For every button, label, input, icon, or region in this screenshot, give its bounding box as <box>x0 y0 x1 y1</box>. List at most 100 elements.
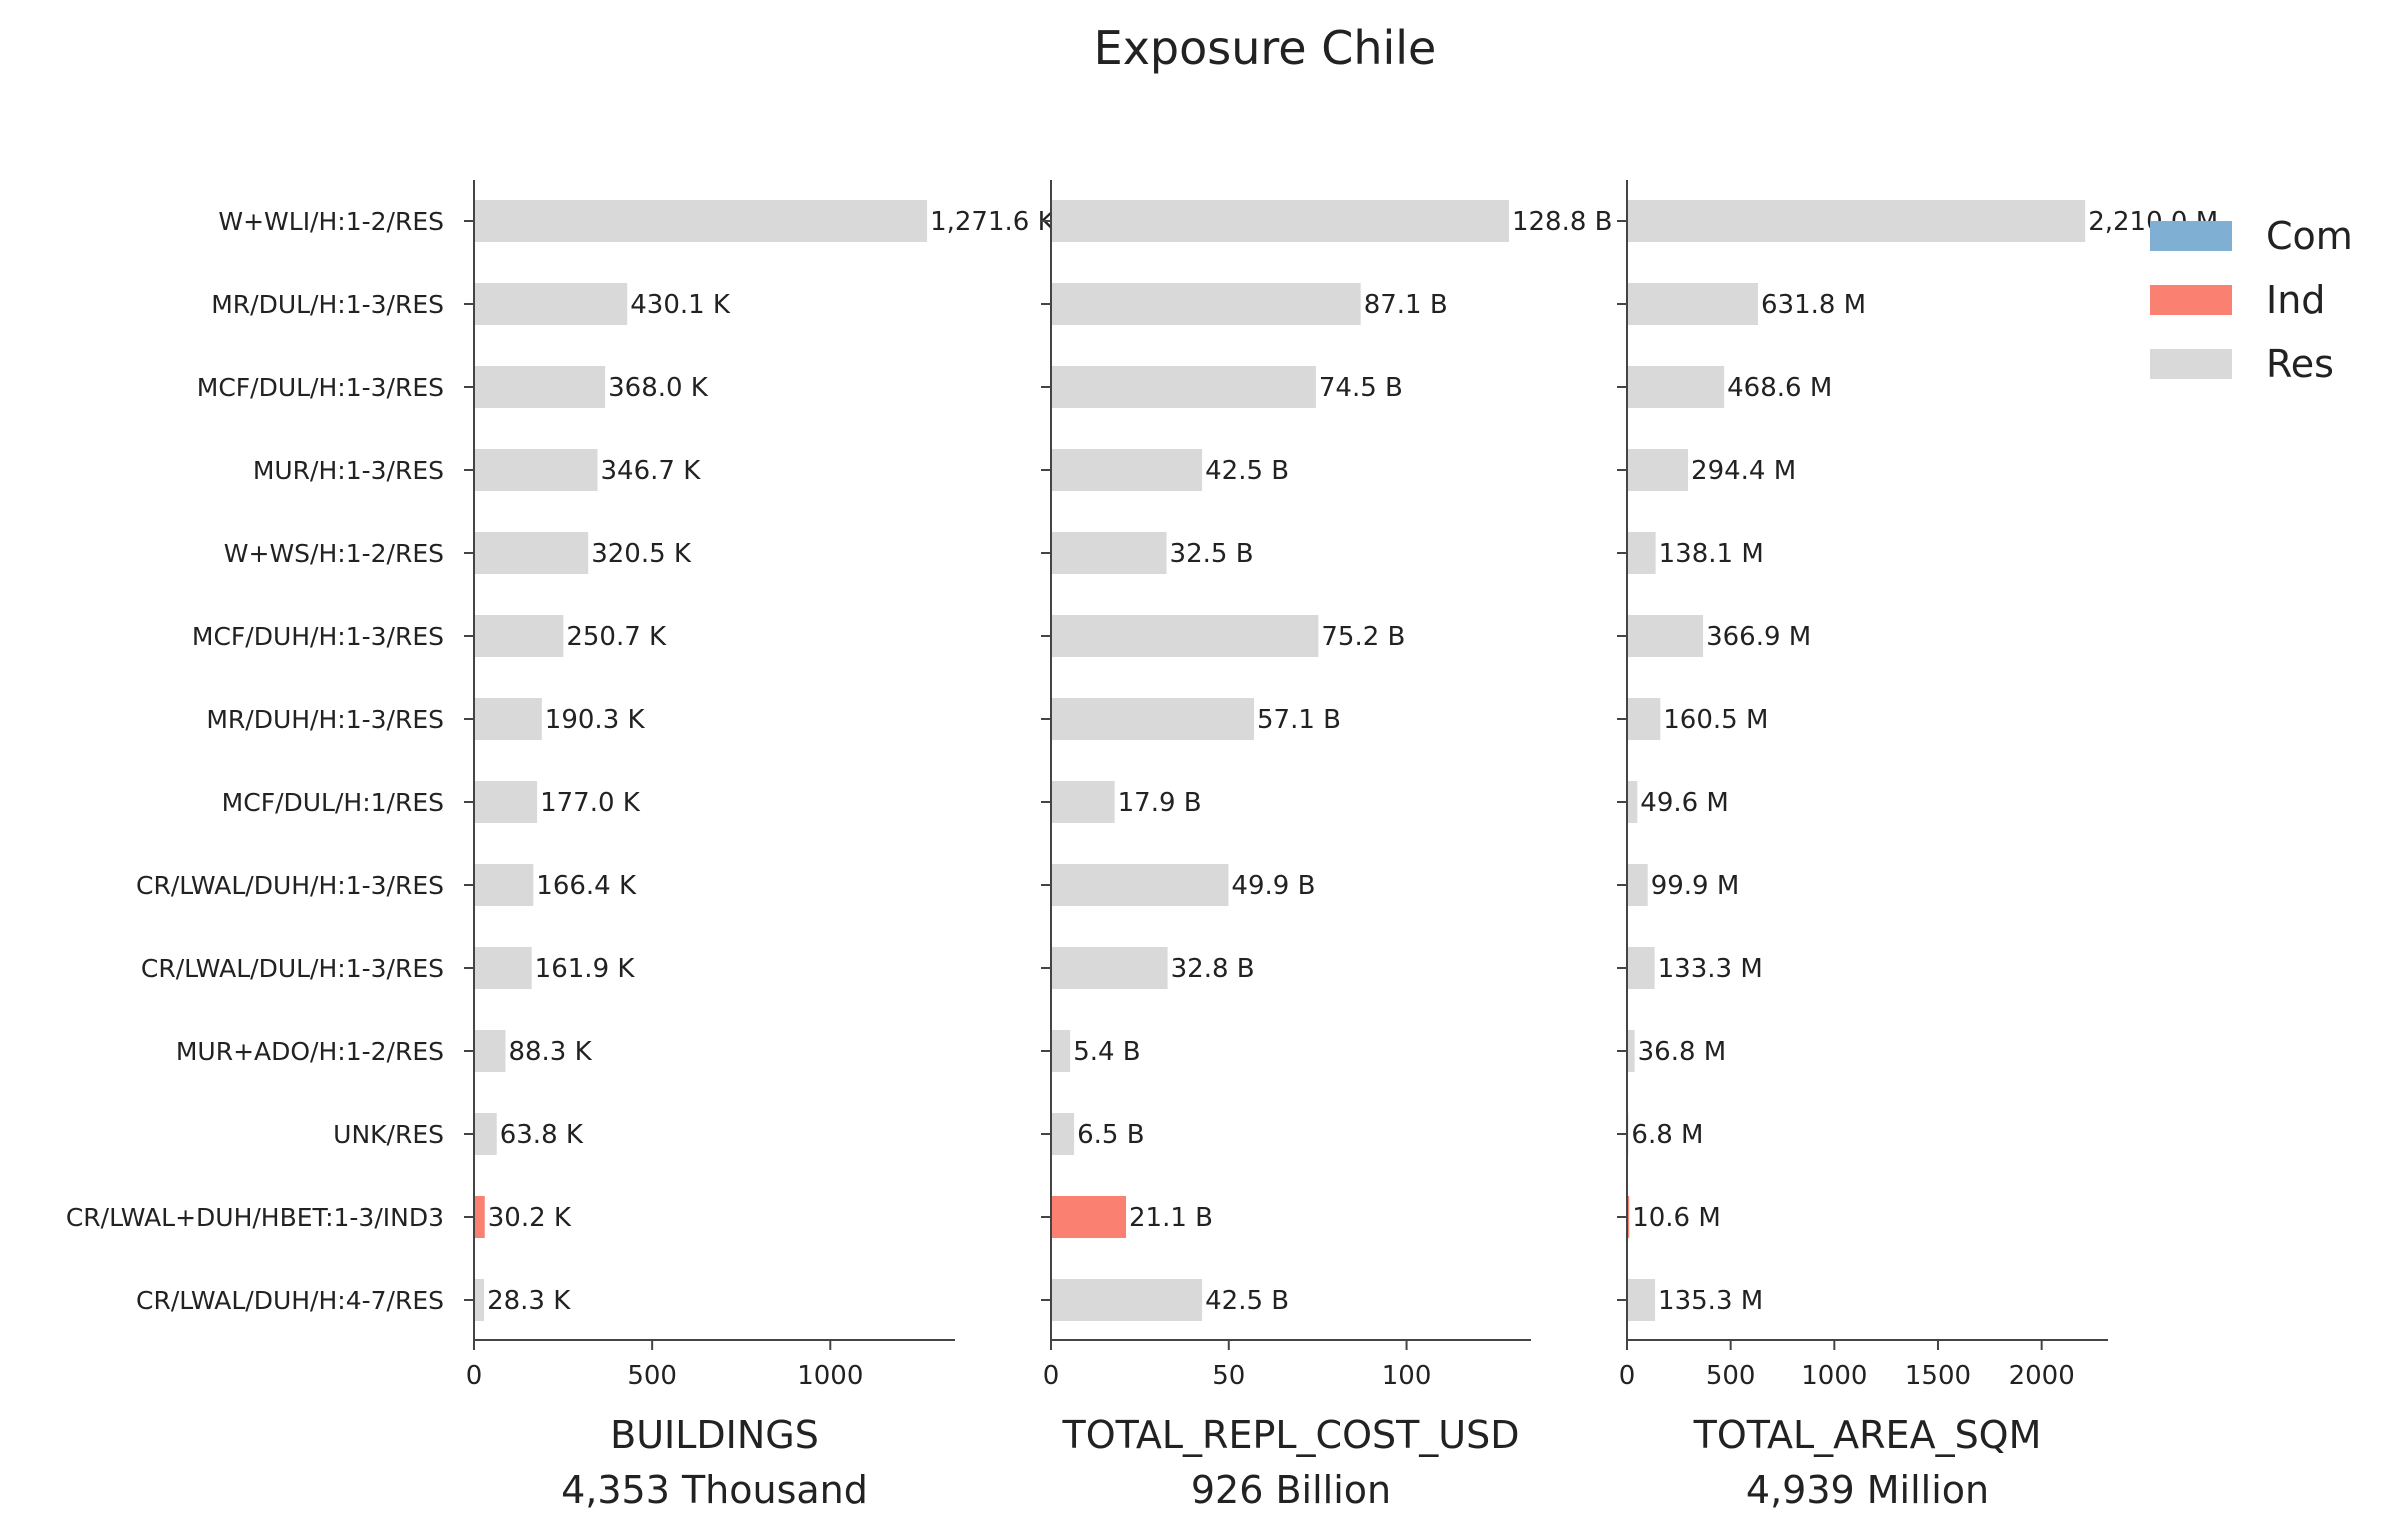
value-label-panel3-6: 366.9 M <box>1706 622 1811 652</box>
chart-title: Exposure Chile <box>1094 21 1437 75</box>
legend-label-com: Com <box>2266 214 2353 258</box>
bar-panel3-3 <box>1627 366 1725 408</box>
category-label-6: MCF/DUH/H:1-3/RES <box>192 622 444 651</box>
value-label-panel3-12: 6.8 M <box>1631 1120 1703 1150</box>
x-tick-label-panel3-4: 1500 <box>1905 1361 1971 1391</box>
value-label-panel2-10: 32.8 B <box>1171 954 1255 984</box>
value-label-panel3-14: 135.3 M <box>1658 1286 1763 1316</box>
bar-panel3-10 <box>1627 947 1655 989</box>
x-tick-label-panel1-2: 500 <box>627 1361 677 1391</box>
bar-panel2-14 <box>1051 1279 1203 1321</box>
value-label-panel1-7: 190.3 K <box>545 705 646 735</box>
value-label-panel3-11: 36.8 M <box>1638 1037 1727 1067</box>
category-label-4: MUR/H:1-3/RES <box>253 456 444 485</box>
category-label-5: W+WS/H:1-2/RES <box>224 539 444 568</box>
bar-panel2-12 <box>1051 1113 1075 1155</box>
total-label-panel1: 4,353 Thousand <box>561 1468 868 1512</box>
value-label-panel2-14: 42.5 B <box>1205 1286 1289 1316</box>
category-label-12: UNK/RES <box>333 1120 444 1149</box>
value-label-panel2-1: 128.8 B <box>1512 207 1613 237</box>
bar-panel3-4 <box>1627 449 1689 491</box>
category-label-2: MR/DUL/H:1-3/RES <box>211 290 444 319</box>
value-label-panel1-11: 88.3 K <box>508 1037 592 1067</box>
value-label-panel2-7: 57.1 B <box>1257 705 1341 735</box>
category-label-13: CR/LWAL+DUH/HBET:1-3/IND3 <box>66 1203 444 1232</box>
value-label-panel3-13: 10.6 M <box>1632 1203 1721 1233</box>
bar-panel1-9 <box>474 864 534 906</box>
legend-label-res: Res <box>2266 342 2334 386</box>
bar-panel1-8 <box>474 781 538 823</box>
value-label-panel2-8: 17.9 B <box>1118 788 1202 818</box>
bar-panel3-8 <box>1627 781 1638 823</box>
bar-panel3-2 <box>1627 283 1758 325</box>
x-tick-label-panel2-1: 0 <box>1043 1361 1060 1391</box>
category-label-8: MCF/DUL/H:1/RES <box>222 788 444 817</box>
bar-panel1-5 <box>474 532 589 574</box>
bar-panel1-12 <box>474 1113 497 1155</box>
bar-panel3-6 <box>1627 615 1704 657</box>
x-tick-label-panel3-1: 0 <box>1619 1361 1636 1391</box>
value-label-panel3-7: 160.5 M <box>1663 705 1768 735</box>
category-label-14: CR/LWAL/DUH/H:4-7/RES <box>136 1286 444 1315</box>
value-label-panel3-5: 138.1 M <box>1659 539 1764 569</box>
x-tick-label-panel1-3: 1000 <box>797 1361 863 1391</box>
value-label-panel3-2: 631.8 M <box>1761 290 1866 320</box>
bar-panel1-7 <box>474 698 542 740</box>
bar-panel1-11 <box>474 1030 506 1072</box>
bar-panel2-5 <box>1051 532 1167 574</box>
value-label-panel2-11: 5.4 B <box>1073 1037 1140 1067</box>
value-label-panel1-8: 177.0 K <box>540 788 641 818</box>
value-label-panel2-3: 74.5 B <box>1319 373 1403 403</box>
value-label-panel1-3: 368.0 K <box>608 373 709 403</box>
bar-panel3-9 <box>1627 864 1648 906</box>
bar-panel1-10 <box>474 947 532 989</box>
value-label-panel1-2: 430.1 K <box>630 290 731 320</box>
bar-panel2-2 <box>1051 283 1361 325</box>
bar-panel3-11 <box>1627 1030 1635 1072</box>
x-tick-label-panel3-5: 2000 <box>2009 1361 2075 1391</box>
value-label-panel2-13: 21.1 B <box>1129 1203 1213 1233</box>
bar-panel2-4 <box>1051 449 1203 491</box>
bar-panel2-3 <box>1051 366 1316 408</box>
bar-panel1-6 <box>474 615 564 657</box>
bar-panel2-13 <box>1051 1196 1127 1238</box>
bar-panel3-1 <box>1627 200 2086 242</box>
bar-panel1-1 <box>474 200 928 242</box>
value-label-panel3-3: 468.6 M <box>1727 373 1832 403</box>
x-tick-label-panel3-2: 500 <box>1706 1361 1756 1391</box>
value-label-panel1-13: 30.2 K <box>488 1203 572 1233</box>
x-tick-label-panel1-1: 0 <box>466 1361 483 1391</box>
bar-panel3-5 <box>1627 532 1656 574</box>
legend-swatch-com <box>2150 221 2232 251</box>
value-label-panel3-8: 49.6 M <box>1640 788 1729 818</box>
value-label-panel1-14: 28.3 K <box>487 1286 571 1316</box>
bar-panel3-14 <box>1627 1279 1656 1321</box>
x-tick-label-panel2-3: 100 <box>1382 1361 1432 1391</box>
total-label-panel3: 4,939 Million <box>1746 1468 1989 1512</box>
bar-panel2-8 <box>1051 781 1115 823</box>
value-label-panel1-10: 161.9 K <box>535 954 636 984</box>
value-label-panel1-5: 320.5 K <box>591 539 692 569</box>
total-label-panel2: 926 Billion <box>1191 1468 1391 1512</box>
value-label-panel3-10: 133.3 M <box>1658 954 1763 984</box>
value-label-panel2-12: 6.5 B <box>1077 1120 1144 1150</box>
category-label-3: MCF/DUL/H:1-3/RES <box>197 373 444 402</box>
value-label-panel3-9: 99.9 M <box>1651 871 1740 901</box>
legend-swatch-ind <box>2150 285 2232 315</box>
category-label-10: CR/LWAL/DUL/H:1-3/RES <box>141 954 444 983</box>
category-label-9: CR/LWAL/DUH/H:1-3/RES <box>136 871 444 900</box>
x-tick-label-panel3-3: 1000 <box>1801 1361 1867 1391</box>
bar-panel1-2 <box>474 283 628 325</box>
value-label-panel2-2: 87.1 B <box>1364 290 1448 320</box>
bar-panel2-1 <box>1051 200 1509 242</box>
value-label-panel1-12: 63.8 K <box>500 1120 584 1150</box>
value-label-panel1-1: 1,271.6 K <box>930 207 1056 237</box>
bar-panel1-14 <box>474 1279 485 1321</box>
legend-label-ind: Ind <box>2266 278 2325 322</box>
value-label-panel2-5: 32.5 B <box>1170 539 1254 569</box>
bar-panel2-6 <box>1051 615 1319 657</box>
x-tick-label-panel2-2: 50 <box>1212 1361 1245 1391</box>
bar-panel2-11 <box>1051 1030 1071 1072</box>
